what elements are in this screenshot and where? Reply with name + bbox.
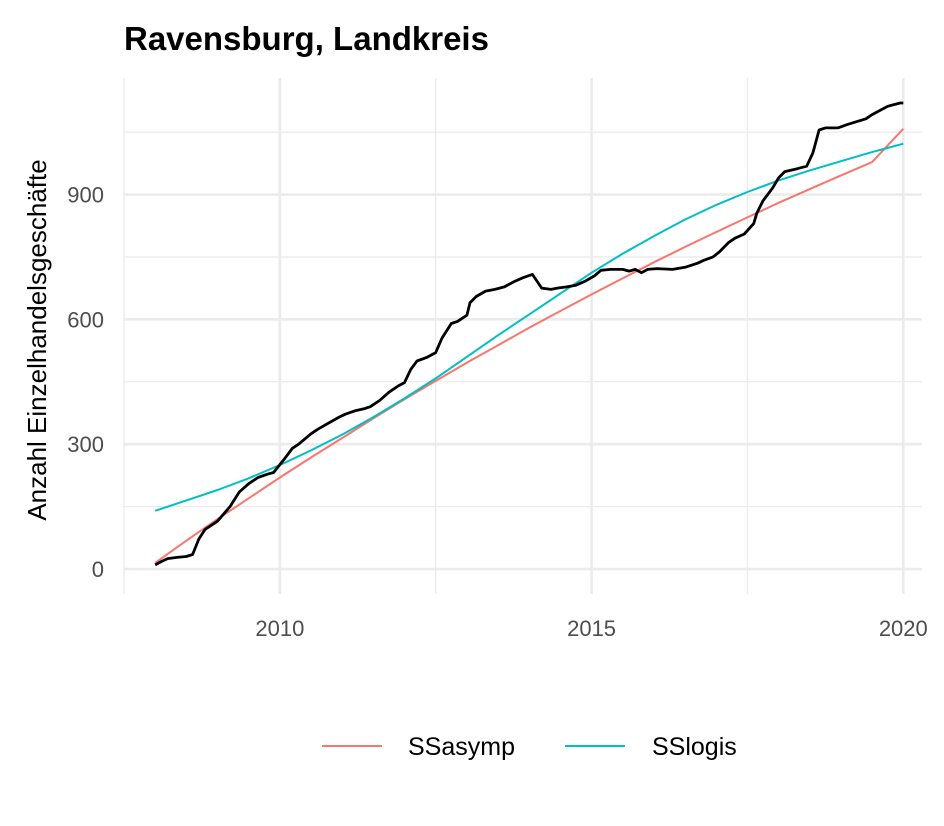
- series-line-ssasymp: [154, 128, 905, 564]
- series-line-observed: [154, 101, 904, 567]
- y-tick-label: 300: [67, 432, 104, 457]
- legend-label-ssasymp: SSasymp: [408, 733, 515, 761]
- series-lines: [154, 101, 905, 567]
- legend: SSasymp SSlogis: [322, 733, 737, 761]
- x-tick-label: 2020: [879, 616, 928, 641]
- y-tick-label: 0: [92, 557, 104, 582]
- x-axis-ticks: 2010 2015 2020: [255, 616, 927, 641]
- x-tick-label: 2010: [255, 616, 304, 641]
- y-tick-label: 900: [67, 183, 104, 208]
- grid: [123, 78, 922, 594]
- y-axis-ticks: 0 300 600 900: [67, 183, 104, 583]
- x-tick-label: 2015: [567, 616, 616, 641]
- y-axis-label: Anzahl Einzelhandelsgeschäfte: [22, 159, 52, 520]
- legend-label-sslogis: SSlogis: [652, 733, 737, 761]
- chart-title: Ravensburg, Landkreis: [124, 20, 489, 57]
- y-tick-label: 600: [67, 307, 104, 332]
